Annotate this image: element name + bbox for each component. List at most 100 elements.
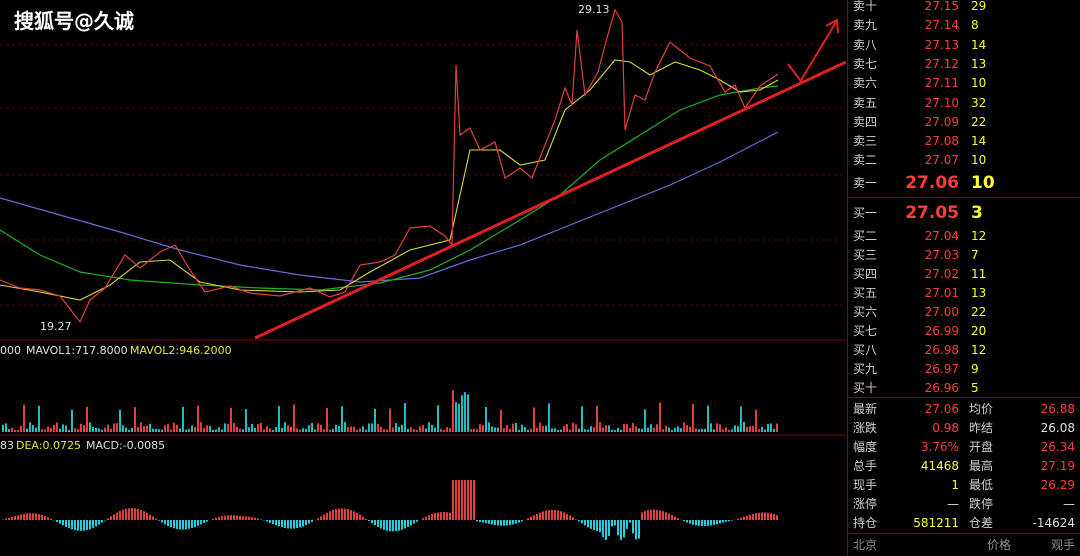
volume-bar (485, 407, 487, 432)
buy-price: 26.99 (924, 324, 959, 338)
macd-bar (107, 518, 109, 520)
volume-bar (47, 426, 49, 432)
volume-bar (149, 423, 151, 432)
volume-bar (62, 424, 64, 432)
volume-bar (440, 428, 442, 432)
volume-bar (443, 429, 445, 432)
macd-bar (347, 509, 349, 520)
volume-bar (464, 392, 466, 432)
macd-bar (65, 520, 67, 527)
macd-bar (695, 520, 697, 526)
volume-bar (545, 425, 547, 432)
volume-bar (380, 426, 382, 432)
volume-bar (140, 422, 142, 432)
volume-bar (68, 429, 70, 432)
volume-bar (107, 424, 109, 432)
macd-bar (122, 509, 124, 520)
macd-bar (710, 520, 712, 526)
sell-price: 27.10 (924, 95, 959, 110)
volume-bar (215, 429, 217, 432)
volume-bar (473, 428, 475, 432)
buy-price: 27.00 (924, 305, 959, 319)
stat-label: 开盘 (969, 440, 994, 454)
volume-bar (185, 429, 187, 432)
volume-bar (77, 429, 79, 432)
volume-bar (530, 428, 532, 432)
macd-bar (293, 520, 295, 529)
volume-legend: 000 MAVOL1:717.8000 MAVOL2:946.2000 (0, 344, 232, 357)
stat-label: 跌停 (969, 497, 994, 511)
macd-bar (44, 515, 46, 520)
macd-bar (755, 513, 757, 520)
volume-bar (122, 425, 124, 432)
volume-bar (434, 427, 436, 432)
volume-bar (278, 406, 280, 432)
macd-bar (305, 520, 307, 526)
separator (848, 397, 1080, 398)
macd-bar (626, 520, 628, 529)
macd-bar (329, 511, 331, 520)
macd-bar (41, 514, 43, 520)
volume-bar (635, 426, 637, 432)
volume-bar (29, 422, 31, 432)
volume-bar (776, 423, 778, 432)
volume-bar (8, 429, 10, 432)
stat-value: 27.06 (924, 402, 959, 416)
volume-label: MAVOL2:946.2000 (130, 344, 232, 357)
footer-tab: 观手 (1050, 538, 1075, 552)
volume-bar (518, 429, 520, 432)
macd-bar (689, 520, 691, 524)
macd-bar (350, 510, 352, 520)
macd-bar (182, 520, 184, 530)
sell-label: 卖十 (853, 0, 878, 13)
volume-bar (722, 429, 724, 432)
volume-bar (14, 429, 16, 432)
macd-bar (731, 520, 733, 521)
volume-bar (668, 427, 670, 432)
sell-qty: 14 (971, 37, 987, 52)
volume-bar (692, 403, 694, 432)
macd-bar (539, 512, 541, 520)
macd-bar (611, 520, 613, 527)
volume-bar (449, 428, 451, 432)
buy-qty: 12 (971, 229, 987, 243)
macd-bar (701, 520, 703, 527)
macd-bar (506, 520, 508, 526)
buy-qty: 12 (971, 343, 987, 357)
macd-bar (8, 517, 10, 520)
volume-bar (173, 422, 175, 432)
volume-bar (326, 407, 328, 432)
macd-bar (35, 513, 37, 520)
volume-bar (734, 425, 736, 432)
macd-bar (638, 520, 640, 539)
volume-bar (137, 427, 139, 432)
macd-bar (452, 480, 454, 520)
macd-bar (317, 518, 319, 520)
volume-bar (389, 408, 391, 432)
volume-bar (542, 426, 544, 432)
volume-bar (89, 422, 91, 432)
macd-bar (494, 520, 496, 525)
volume-bar (560, 429, 562, 432)
volume-bar (212, 429, 214, 432)
volume-bar (314, 429, 316, 432)
volume-bar (656, 424, 658, 432)
volume-bar (467, 394, 469, 432)
volume-bar (284, 422, 286, 432)
volume-bar (644, 409, 646, 432)
macd-bar (728, 520, 730, 522)
volume-bar (125, 427, 127, 432)
macd-bar (602, 520, 604, 538)
sell-qty: 14 (971, 134, 987, 149)
macd-bar (251, 517, 253, 520)
macd-bar (599, 520, 601, 532)
macd-bar (773, 514, 775, 520)
volume-bar (347, 427, 349, 432)
stat-label: 总手 (853, 459, 878, 473)
macd-bar (623, 520, 625, 538)
volume-bar (554, 428, 556, 432)
macd-bar (644, 511, 646, 520)
stat-label: 涨跌 (853, 421, 878, 435)
volume-bar (134, 407, 136, 432)
